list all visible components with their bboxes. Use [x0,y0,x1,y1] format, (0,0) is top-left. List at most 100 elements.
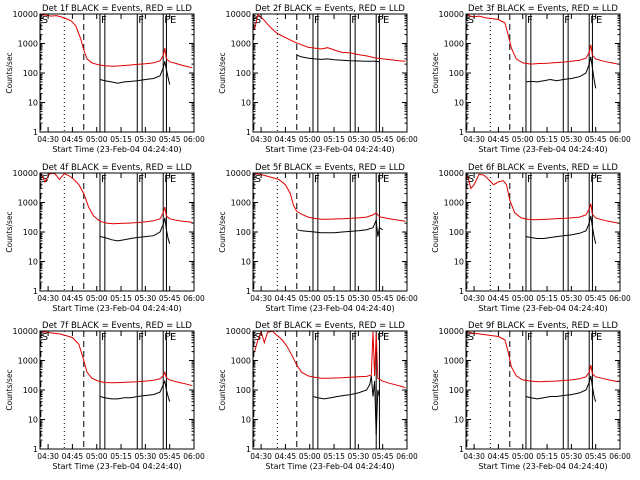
plot-frame [252,13,408,133]
y-axis-label: Counts/sec [5,52,14,93]
x-tick-label: 04:30 [250,135,272,144]
time-marker-label: F [314,332,320,343]
x-tick-label: 05:00 [299,294,321,303]
time-marker-label: FE [164,15,176,26]
y-tick-label: 10 [241,99,251,108]
y-axis-label: Counts/sec [5,211,14,252]
x-tick-label: 06:00 [609,135,631,144]
x-tick-label: 05:30 [135,452,157,461]
x-tick-label: 05:15 [536,452,558,461]
x-tick-label: 04:45 [62,294,84,303]
y-tick-label: 1 [33,128,38,137]
time-marker-label: S [42,15,48,26]
time-marker-label: F [314,174,320,185]
y-tick-label: 10000 [439,10,464,19]
y-tick-label: 1 [33,445,38,454]
x-tick-label: 04:30 [250,294,272,303]
x-tick-label: 05:30 [135,135,157,144]
x-tick-label: 05:45 [585,135,607,144]
x-tick-label: 05:00 [299,452,321,461]
x-tick-label: 06:00 [609,452,631,461]
series-lld-line [467,14,619,65]
y-tick-label: 10 [241,416,251,425]
x-tick-label: 06:00 [396,135,418,144]
time-marker-label: F [101,15,107,26]
x-tick-label: 04:45 [488,452,510,461]
y-tick-label: 1000 [231,357,251,366]
time-marker-label: S [42,174,48,185]
x-tick-label: 04:30 [463,452,485,461]
time-marker-label: FE [590,332,602,343]
x-tick-label: 05:45 [372,135,394,144]
x-axis-label: Start Time (23-Feb-04 04:24:40) [478,462,607,471]
y-tick-label: 10000 [226,327,251,336]
panel-title: Det 2f BLACK = Events, RED = LLD [255,4,405,14]
y-tick-label: 10000 [439,327,464,336]
y-tick-label: 10000 [439,169,464,178]
series-events-line [99,217,171,244]
x-tick-label: 05:00 [512,452,534,461]
y-axis-label: Counts/sec [218,211,227,252]
x-tick-label: 05:00 [86,452,108,461]
y-tick-label: 100 [449,69,464,78]
x-tick-label: 05:30 [561,452,583,461]
y-tick-label: 1000 [231,199,251,208]
y-tick-label: 100 [23,228,38,237]
series-events-line [99,61,171,85]
y-tick-label: 100 [449,228,464,237]
time-marker-label: FE [377,332,389,343]
time-marker-label: F [138,332,144,343]
y-tick-label: 1000 [231,40,251,49]
x-tick-label: 05:15 [323,452,345,461]
x-tick-label: 05:15 [110,135,132,144]
y-tick-label: 1 [33,287,38,296]
y-tick-label: 1 [246,445,251,454]
x-tick-label: 05:30 [348,294,370,303]
x-axis-label: Start Time (23-Feb-04 04:24:40) [478,304,607,313]
x-axis-label: Start Time (23-Feb-04 04:24:40) [52,304,181,313]
y-tick-label: 10 [241,258,251,267]
x-tick-label: 04:45 [275,294,297,303]
y-tick-label: 1 [459,445,464,454]
y-tick-label: 10000 [13,169,38,178]
x-tick-label: 05:45 [585,452,607,461]
x-tick-label: 05:00 [512,294,534,303]
time-marker-label: S [255,174,261,185]
x-tick-label: 05:00 [512,135,534,144]
time-marker-label: FE [590,15,602,26]
y-axis-label: Counts/sec [431,211,440,252]
panel-title: Det 3f BLACK = Events, RED = LLD [468,4,618,14]
panel-title: Det 5f BLACK = Events, RED = LLD [255,163,405,173]
plot-frame [39,13,195,133]
time-marker-label: F [314,15,320,26]
time-marker-label: F [101,174,107,185]
y-tick-label: 1000 [18,357,38,366]
panel-title: Det 7f BLACK = Events, RED = LLD [42,321,192,331]
y-tick-label: 1 [246,128,251,137]
series-events-line [99,379,171,402]
y-tick-label: 10000 [13,327,38,336]
y-axis-label: Counts/sec [5,369,14,410]
x-tick-label: 06:00 [183,452,205,461]
series-events-line [525,56,597,89]
y-tick-label: 100 [236,69,251,78]
x-tick-label: 06:00 [183,294,205,303]
x-tick-label: 05:15 [536,294,558,303]
panel-title: Det 1f BLACK = Events, RED = LLD [42,4,192,14]
x-tick-label: 04:30 [37,452,59,461]
time-marker-label: F [101,332,107,343]
x-tick-label: 06:00 [396,294,418,303]
x-tick-label: 04:45 [275,452,297,461]
plot-frame [39,330,195,450]
x-axis-label: Start Time (23-Feb-04 04:24:40) [52,462,181,471]
plot-frame [252,330,408,450]
plot-frame [252,172,408,292]
time-marker-label: FE [377,174,389,185]
plot-frame [465,13,621,133]
x-tick-label: 04:30 [37,135,59,144]
